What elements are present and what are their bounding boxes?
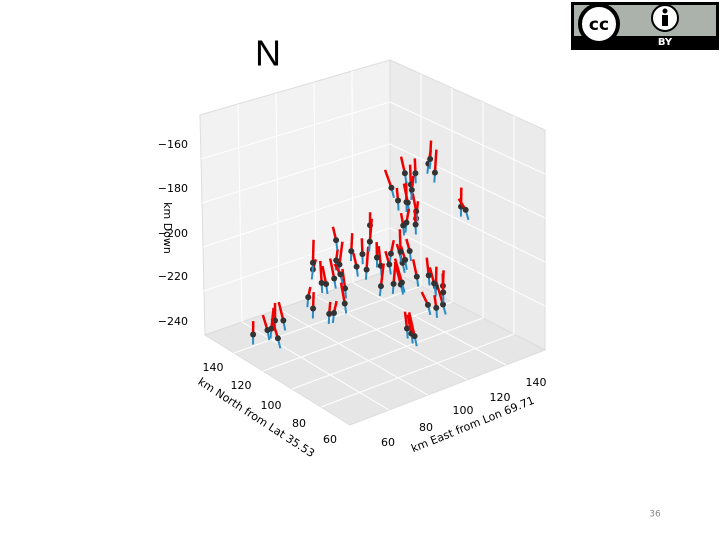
east-tick-label: 100 <box>453 404 474 417</box>
station-dot <box>409 187 415 193</box>
north-tick-label: 120 <box>231 379 252 392</box>
station-dot <box>431 280 437 286</box>
station-dot <box>391 281 397 287</box>
station-dot <box>398 249 404 255</box>
page-number: 36 <box>649 510 661 520</box>
z-tick-label: −180 <box>158 182 188 195</box>
station-dot <box>400 222 406 228</box>
station-dot <box>402 257 408 263</box>
station-dot <box>388 185 394 191</box>
station-dot <box>432 170 438 176</box>
station-dot <box>395 198 401 204</box>
east-tick-label: 60 <box>381 436 395 449</box>
north-tick-label: 100 <box>261 399 282 412</box>
red-vector <box>400 229 401 252</box>
z-axis-label: km Down <box>161 202 174 254</box>
station-dot <box>359 251 365 257</box>
by-text: BY <box>658 37 673 48</box>
east-tick-label: 140 <box>526 376 547 389</box>
station-dot <box>413 222 419 228</box>
station-dot <box>414 274 420 280</box>
station-dot <box>333 237 339 243</box>
station-dot <box>305 294 311 300</box>
station-dot <box>342 300 348 306</box>
north-tick-label: 60 <box>323 433 337 446</box>
station-dot <box>425 302 431 308</box>
east-tick-label: 120 <box>490 391 511 404</box>
station-dot <box>405 200 411 206</box>
station-dot <box>412 170 418 176</box>
station-dot <box>463 207 469 213</box>
station-dot <box>374 255 380 261</box>
red-vector <box>435 150 436 173</box>
station-dot <box>412 333 418 339</box>
station-dot <box>399 279 405 285</box>
by-body <box>662 15 668 26</box>
cc-text: cc <box>589 15 609 35</box>
station-dot <box>378 283 384 289</box>
station-dot <box>310 305 316 311</box>
z-tick-label: −240 <box>158 315 188 328</box>
station-dot <box>250 331 256 337</box>
license-badge: cc BY <box>571 2 719 50</box>
red-vector <box>367 247 369 270</box>
red-vector <box>313 240 314 263</box>
station-dot <box>407 248 413 254</box>
red-vector <box>320 261 321 283</box>
north-tick-label: 140 <box>203 361 224 374</box>
station-dot <box>402 170 408 176</box>
station-dot <box>433 305 439 311</box>
station-dot <box>275 335 281 341</box>
station-dot <box>386 261 392 267</box>
station-dot <box>310 260 316 266</box>
station-dot <box>440 289 446 295</box>
station-dot <box>337 271 343 277</box>
station-dot <box>427 156 433 162</box>
station-dot <box>280 318 286 324</box>
station-dot <box>426 272 432 278</box>
z-tick-label: −160 <box>158 138 188 151</box>
east-tick-label: 80 <box>419 421 433 434</box>
station-dot <box>323 281 329 287</box>
station-dot <box>367 239 373 245</box>
slide-title: N <box>255 33 281 74</box>
station-dot <box>364 267 370 273</box>
z-tick-label: −220 <box>158 270 188 283</box>
station-dot <box>326 311 332 317</box>
station-dot <box>348 248 354 254</box>
station-dot <box>388 251 394 257</box>
station-dot <box>354 264 360 270</box>
north-tick-label: 80 <box>292 417 306 430</box>
by-head <box>663 9 668 14</box>
station-dot <box>331 275 337 281</box>
